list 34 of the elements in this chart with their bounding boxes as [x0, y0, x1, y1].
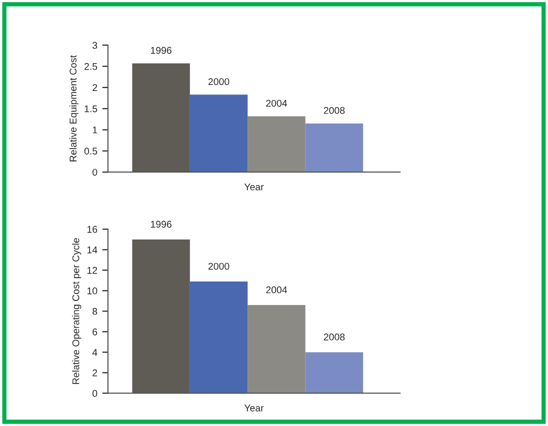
y-tick-label: 0 [92, 168, 98, 176]
bar [190, 94, 248, 172]
y-tick-label: 10 [87, 287, 98, 294]
y-tick-label: 0.5 [84, 148, 98, 155]
x-axis-title: Year [244, 184, 264, 190]
y-tick-label: 0 [92, 390, 98, 397]
x-tick-label: 2004 [266, 286, 288, 294]
x-tick-label: 2000 [208, 262, 230, 270]
x-tick-label: 2008 [324, 334, 345, 340]
bar [248, 116, 306, 172]
bar [305, 123, 364, 172]
x-tick-label: 2008 [324, 107, 345, 114]
y-tick-label: 3 [92, 42, 98, 49]
x-tick-label: 1996 [150, 220, 172, 228]
y-axis-title: Relative Equipment Cost [69, 55, 78, 162]
y-tick-label: 14 [87, 246, 98, 254]
x-axis-title: Year [244, 404, 264, 412]
x-tick-label: 2000 [208, 78, 230, 86]
y-tick-label: 2.5 [84, 63, 98, 70]
bar [190, 281, 248, 394]
y-tick-label: 6 [92, 328, 98, 336]
y-tick-label: 8 [92, 308, 98, 315]
y-tick-label: 2 [92, 369, 98, 376]
y-tick-label: 1.5 [84, 105, 98, 112]
x-tick-label: 1996 [150, 46, 172, 54]
y-tick-label: 2 [92, 84, 98, 91]
y-tick-label: 1 [92, 126, 98, 134]
y-tick-label: 12 [87, 266, 98, 274]
bar [305, 352, 364, 394]
bar [248, 305, 306, 394]
x-tick-label: 2004 [266, 100, 288, 107]
y-tick-label: 16 [87, 226, 98, 233]
y-axis-title: Relative Operating Cost per Cycle [72, 238, 82, 384]
y-tick-label: 4 [92, 349, 98, 356]
